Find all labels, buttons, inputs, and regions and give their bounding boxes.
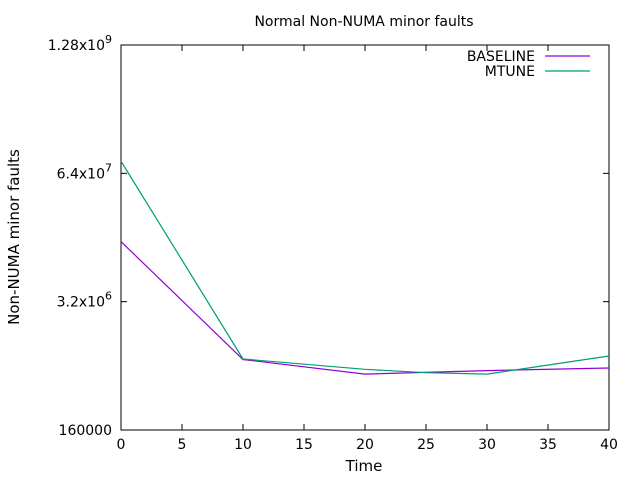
x-tick-label: 35 [539, 437, 557, 453]
chart-title: Normal Non-NUMA minor faults [254, 14, 473, 30]
x-tick-label: 40 [600, 437, 618, 453]
x-tick-label: 30 [478, 437, 496, 453]
series-lines [120, 160, 610, 375]
y-tick-base: 1.28x10 [48, 38, 105, 54]
y-tick-exponent: 7 [105, 161, 112, 174]
y-tick-exponent: 9 [105, 33, 112, 46]
y-tick-base: 3.2x10 [57, 295, 105, 311]
x-tick-label: 20 [356, 437, 374, 453]
series-line-mtune [120, 160, 610, 375]
x-tick-label: 0 [117, 437, 126, 453]
y-tick-label: 3.2x106 [57, 290, 112, 311]
x-axis-label: Time [345, 457, 383, 475]
legend-label: MTUNE [485, 64, 535, 80]
y-tick-label: 160000 [59, 423, 112, 439]
y-axis-ticks: 160000 3.2x106 6.4x107 1.28x109 [48, 33, 609, 439]
y-tick-label: 1.28x109 [48, 33, 112, 54]
x-axis-ticks: 0 5 10 15 20 25 30 35 40 [117, 45, 618, 453]
x-tick-label: 15 [295, 437, 313, 453]
x-tick-label: 10 [234, 437, 252, 453]
legend-label: BASELINE [467, 49, 535, 65]
x-tick-label: 5 [178, 437, 187, 453]
y-tick-exponent: 6 [105, 290, 112, 303]
y-tick-label: 6.4x107 [57, 161, 112, 182]
plot-frame [120, 44, 610, 431]
y-tick-base: 6.4x10 [57, 166, 105, 182]
y-axis-label: Non-NUMA minor faults [5, 149, 23, 325]
x-tick-label: 25 [417, 437, 435, 453]
series-line-baseline [120, 241, 610, 375]
